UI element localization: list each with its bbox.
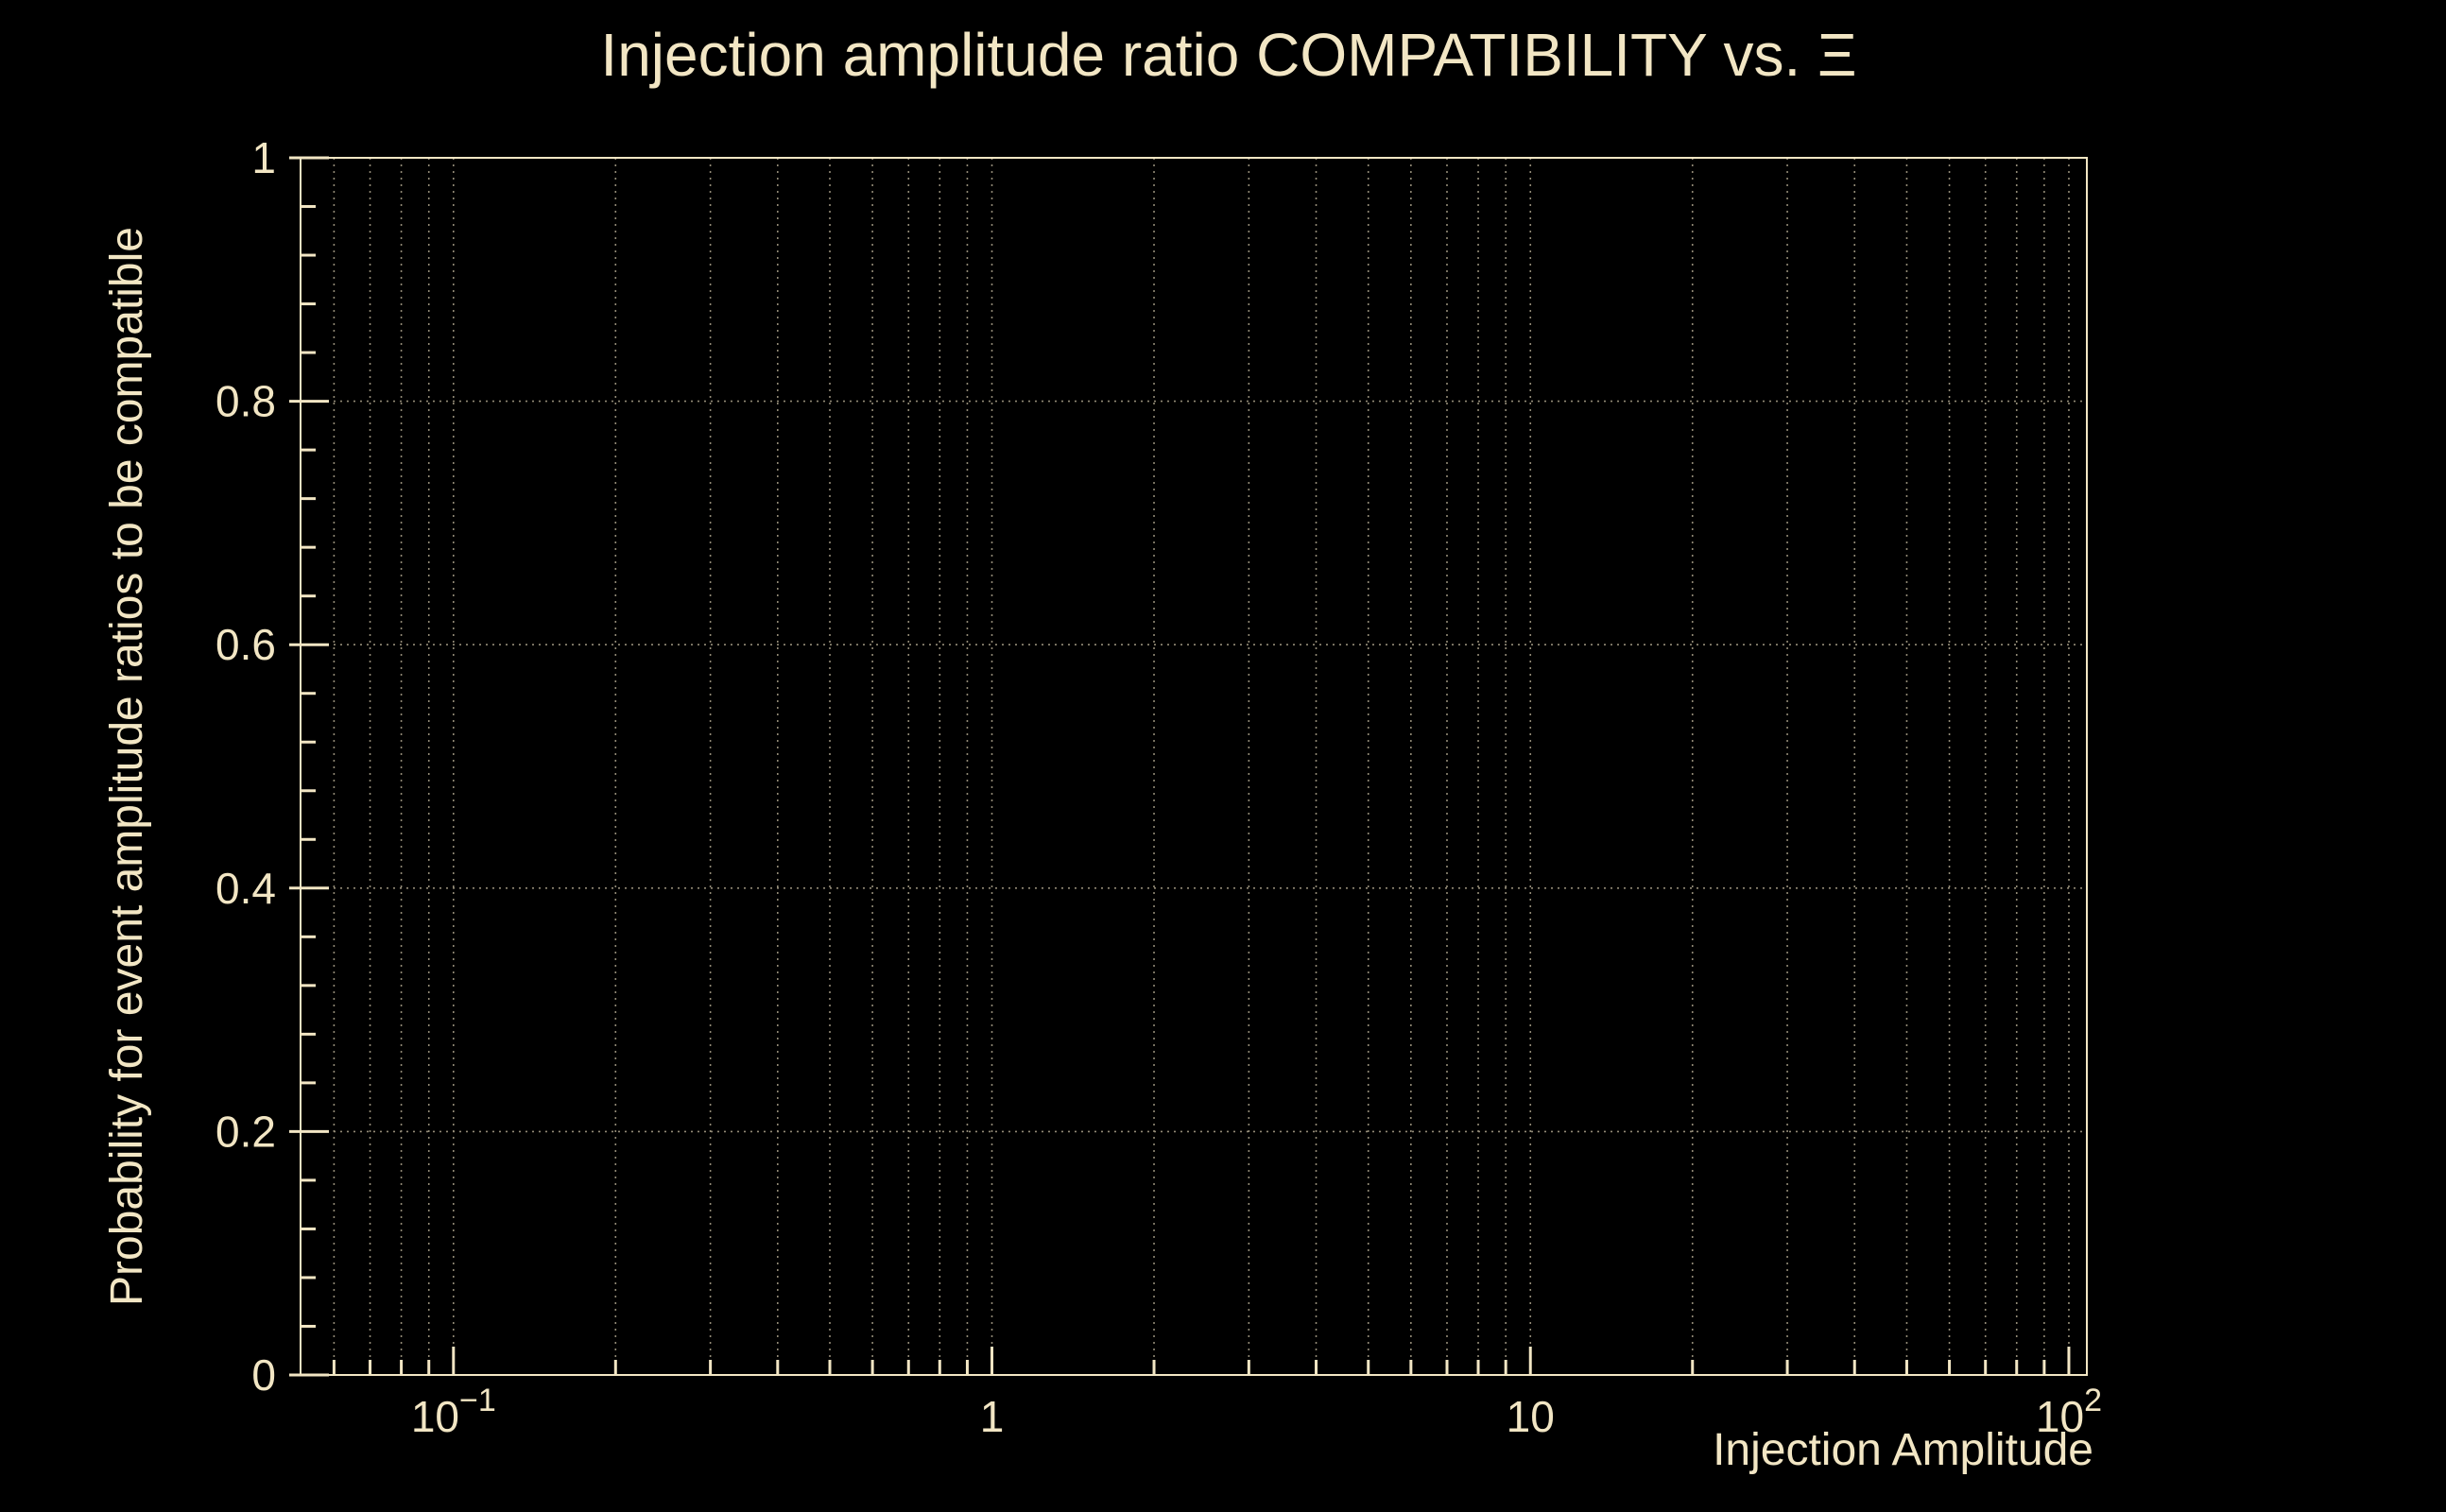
x-axis-label: Injection Amplitude — [1713, 1425, 2093, 1475]
chart-title: Injection amplitude ratio COMPATIBILITY … — [600, 21, 1856, 89]
x-tick-label: 1 — [980, 1392, 1005, 1441]
plot-frame — [300, 157, 2088, 1376]
y-tick-label: 0 — [251, 1350, 276, 1400]
axes — [289, 156, 2088, 1377]
grid-lines — [301, 157, 2087, 1376]
y-tick-label: 0.4 — [215, 864, 276, 913]
y-axis-label: Probability for event amplitude ratios t… — [102, 227, 152, 1306]
y-tick-label: 0.8 — [215, 377, 276, 426]
tick-labels: 0 0.2 0.4 0.6 0.8 1 10−1 1 10 102 — [215, 133, 2102, 1441]
y-tick-label: 0.6 — [215, 620, 276, 669]
y-tick-label: 1 — [251, 133, 276, 182]
y-tick-label: 0.2 — [215, 1107, 276, 1156]
x-tick-label: 102 — [2036, 1383, 2102, 1441]
x-tick-label: 10−1 — [411, 1383, 496, 1441]
x-tick-exponent: 2 — [2084, 1383, 2102, 1418]
x-tick-exponent: −1 — [459, 1383, 496, 1418]
x-tick-label: 10 — [1507, 1392, 1555, 1441]
